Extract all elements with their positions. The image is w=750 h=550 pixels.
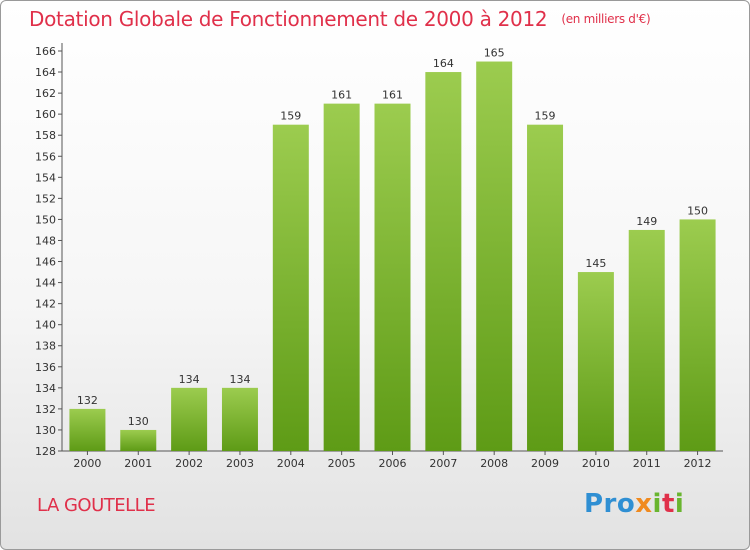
y-tick-label: 140 — [35, 319, 56, 332]
bar-2002 — [171, 387, 208, 451]
chart-subtitle: (en milliers d'€) — [561, 12, 651, 26]
y-tick-label: 166 — [35, 45, 56, 58]
x-tick-label: 2000 — [73, 457, 101, 470]
bars — [69, 61, 716, 452]
value-label: 134 — [229, 373, 250, 386]
x-tick-label: 2005 — [328, 457, 356, 470]
x-tick-label: 2009 — [531, 457, 559, 470]
x-tick-label: 2007 — [429, 457, 457, 470]
bar-2012 — [679, 219, 716, 451]
bar-2005 — [323, 103, 360, 451]
value-label: 130 — [128, 415, 149, 428]
bar-2001 — [120, 429, 157, 451]
bar-2010 — [577, 272, 614, 451]
axes: 128 130 132 134 136 138 140 142 144 146 148 150 152 1… — [35, 43, 723, 470]
x-tick-label: 2011 — [633, 457, 661, 470]
y-tick-label: 160 — [35, 108, 56, 121]
y-tick-label: 146 — [35, 256, 56, 269]
x-tick-label: 2008 — [480, 457, 508, 470]
data-labels: 132 130 134 134 159 161 161 164 165 159 145 149 150 — [77, 47, 708, 428]
bar-2004 — [272, 124, 309, 452]
y-tick-label: 130 — [35, 424, 56, 437]
value-label: 159 — [535, 110, 556, 123]
y-tick-label: 128 — [35, 445, 56, 458]
bar-2009 — [527, 124, 564, 452]
place-name: LA GOUTELLE — [37, 495, 156, 516]
y-tick-label: 150 — [35, 213, 56, 226]
y-tick-label: 136 — [35, 361, 56, 374]
x-tick-label: 2002 — [175, 457, 203, 470]
value-label: 161 — [331, 89, 352, 102]
value-label: 145 — [585, 257, 606, 270]
value-label: 159 — [280, 110, 301, 123]
value-label: 132 — [77, 394, 98, 407]
bar-2003 — [221, 387, 258, 451]
y-tick-label: 144 — [35, 277, 56, 290]
value-label: 150 — [687, 204, 708, 217]
x-tick-label: 2003 — [226, 457, 254, 470]
x-tick-label: 2001 — [124, 457, 152, 470]
value-label: 165 — [484, 47, 505, 60]
y-tick-label: 134 — [35, 382, 56, 395]
x-tick-label: 2010 — [582, 457, 610, 470]
bar-2006 — [374, 103, 411, 451]
x-tick-label: 2012 — [684, 457, 712, 470]
x-tick-label: 2004 — [277, 457, 305, 470]
y-tick-label: 142 — [35, 298, 56, 311]
proxiti-logo: Proxiti — [584, 489, 685, 519]
bar-2000 — [69, 408, 106, 451]
y-tick-label: 162 — [35, 87, 56, 100]
y-tick-label: 154 — [35, 171, 56, 184]
bar-2011 — [628, 229, 665, 451]
chart-title: Dotation Globale de Fonctionnement de 20… — [29, 7, 651, 31]
bar-2008 — [476, 61, 513, 452]
value-label: 164 — [433, 57, 454, 70]
y-tick-label: 152 — [35, 192, 56, 205]
y-tick-label: 132 — [35, 403, 56, 416]
bar-2007 — [425, 72, 462, 451]
value-label: 134 — [179, 373, 200, 386]
title-text: Dotation Globale de Fonctionnement de 20… — [29, 7, 548, 31]
y-tick-label: 158 — [35, 129, 56, 142]
y-tick-label: 148 — [35, 234, 56, 247]
y-tick-label: 156 — [35, 150, 56, 163]
value-label: 149 — [636, 215, 657, 228]
y-tick-label: 138 — [35, 340, 56, 353]
value-label: 161 — [382, 89, 403, 102]
y-tick-label: 164 — [35, 66, 56, 79]
x-tick-label: 2006 — [379, 457, 407, 470]
